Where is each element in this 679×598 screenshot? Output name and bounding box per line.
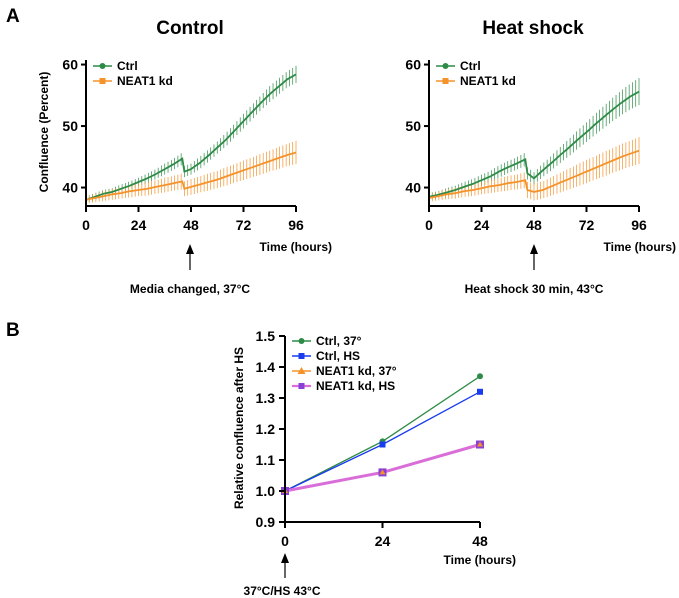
y-tick-label: 1.4 — [256, 359, 276, 375]
annotation-media-changed: Media changed, 37°C — [130, 282, 250, 296]
x-tick-label: 24 — [474, 217, 490, 233]
legend-neat1-label: NEAT1 kd — [117, 74, 173, 88]
y-tick-label: 40 — [405, 180, 421, 196]
legend-ctrl-label: Ctrl — [117, 59, 138, 73]
x-axis-label-relative: Time (hours) — [444, 553, 516, 567]
legend-marker-neat1-kd-hs — [298, 383, 305, 389]
series-line-ctrl — [428, 90, 640, 198]
legend-label-neat1-kd-hs: NEAT1 kd, HS — [316, 379, 395, 393]
series-lines-control — [85, 73, 297, 201]
x-axis-label-control: Time (hours) — [260, 240, 332, 254]
annotation-heat-shock: Heat shock 30 min, 43°C — [465, 282, 604, 296]
panel-letter-a: A — [6, 6, 20, 27]
annotation-arrow-control — [186, 244, 194, 270]
legend-neat1-label: NEAT1 kd — [460, 74, 516, 88]
x-tick-label: 96 — [631, 217, 647, 233]
legend-neat1-marker — [442, 78, 449, 84]
y-tick-label: 1.2 — [256, 421, 276, 437]
x-tick-label: 24 — [375, 533, 391, 549]
y-tick-label: 50 — [62, 118, 78, 134]
series-lines-heat-shock — [428, 90, 640, 199]
x-axis-label-heat-shock: Time (hours) — [604, 240, 676, 254]
y-tick-label: 1.5 — [256, 328, 276, 344]
annotation-37c-hs-43c: 37°C/HS 43°C — [244, 584, 321, 598]
x-tick-label: 24 — [131, 217, 147, 233]
x-tick-label: 48 — [183, 217, 199, 233]
x-tick-label: 72 — [579, 217, 595, 233]
x-tick-label: 48 — [472, 533, 488, 549]
legend-label-neat1-kd-37: NEAT1 kd, 37° — [316, 364, 397, 378]
chart-title-heat-shock: Heat shock — [482, 18, 584, 39]
error-bars-heat-shock — [428, 78, 640, 202]
x-tick-label: 0 — [425, 217, 433, 233]
legend-label-ctrl-37: Ctrl, 37° — [316, 334, 362, 348]
x-ticks-heat-shock: 0 24 48 72 96 — [425, 206, 647, 233]
y-axis-label-control: Confluence (Percent) — [37, 72, 51, 193]
annotation-arrow-heat-shock — [530, 244, 538, 270]
legend-marker-ctrl-37 — [298, 338, 305, 344]
y-tick-label: 40 — [62, 180, 78, 196]
legend-marker-ctrl-hs — [298, 353, 305, 359]
y-tick-label: 1.3 — [256, 390, 276, 406]
y-tick-label: 60 — [62, 57, 78, 73]
chart-control: Control 40 50 60 0 24 48 72 96 Confluence (Per… — [37, 18, 332, 296]
y-tick-label: 60 — [405, 57, 421, 73]
y-tick-label: 1.1 — [256, 452, 276, 468]
data-point-overlap-neat1-kd-37 — [477, 441, 483, 447]
legend-neat1-marker — [99, 78, 106, 84]
data-point-ctrl-hs — [477, 388, 483, 395]
x-tick-label: 72 — [236, 217, 252, 233]
x-tick-label: 96 — [288, 217, 304, 233]
y-ticks-heat-shock: 40 50 60 — [405, 57, 429, 196]
y-ticks-relative: 0.9 1.0 1.1 1.2 1.3 1.4 1.5 — [256, 328, 285, 530]
y-axis-label-relative: Relative confluence after HS — [232, 347, 246, 509]
data-point-ctrl-hs — [379, 441, 386, 448]
y-tick-label: 0.9 — [256, 514, 276, 530]
legend-ctrl-marker — [442, 63, 449, 69]
data-point-ctrl-37 — [477, 373, 483, 380]
legend-ctrl-marker — [99, 63, 106, 69]
series-line-neat1-kd — [85, 151, 297, 201]
chart-title-control: Control — [156, 18, 224, 39]
annotation-arrow-relative — [281, 553, 289, 578]
legend-label-ctrl-hs: Ctrl, HS — [316, 349, 360, 363]
data-point-overlap-neat1-kd-37 — [379, 469, 386, 475]
chart-relative-confluence: 0.9 1.0 1.1 1.2 1.3 1.4 1.5 0 24 48 Relative con… — [232, 328, 516, 598]
legend-marker-neat1-kd-37 — [297, 367, 306, 374]
y-tick-label: 50 — [405, 118, 421, 134]
x-ticks-relative: 0 24 48 — [281, 522, 488, 549]
x-ticks-control: 0 24 48 72 96 — [82, 206, 304, 233]
y-tick-label: 1.0 — [256, 483, 276, 499]
legend-heat-shock: Ctrl NEAT1 kd — [436, 59, 516, 88]
legend-ctrl-label: Ctrl — [460, 59, 481, 73]
x-tick-label: 0 — [281, 533, 289, 549]
series-line-neat1-kd — [428, 149, 640, 199]
panel-letter-b: B — [6, 320, 20, 341]
series-line-neat1-kd-hs — [284, 443, 481, 493]
series-line-ctrl — [85, 73, 297, 201]
x-tick-label: 48 — [526, 217, 542, 233]
legend-control: Ctrl NEAT1 kd — [93, 59, 173, 88]
x-tick-label: 0 — [82, 217, 90, 233]
y-ticks-control: 40 50 60 — [62, 57, 86, 196]
chart-heat-shock: Heat shock 40 50 60 0 24 48 72 96 Time (hours)… — [405, 18, 676, 296]
